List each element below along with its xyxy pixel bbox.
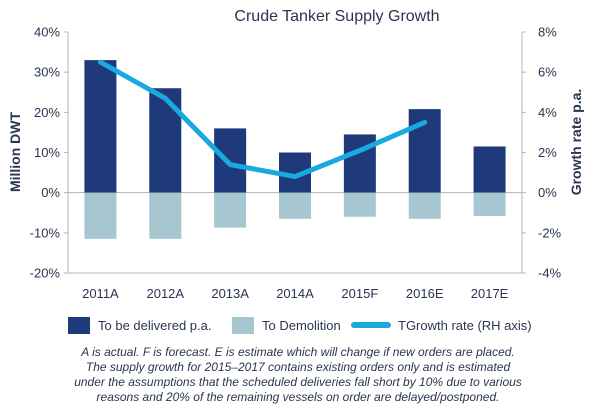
demolition-bar bbox=[149, 192, 182, 239]
demolition-bar bbox=[84, 192, 117, 239]
chart-title: Crude Tanker Supply Growth bbox=[234, 8, 439, 25]
demolition-bar bbox=[408, 192, 441, 219]
delivered-bar bbox=[84, 60, 117, 193]
right-tick-label: -4% bbox=[538, 266, 562, 281]
right-axis-ticks: 8% 6% 4% 2% 0% -2% -4% bbox=[522, 25, 562, 281]
footnote-line: A is actual. F is forecast. E is estimat… bbox=[81, 345, 515, 359]
footnote-line: under the assumptions that the scheduled… bbox=[74, 375, 522, 389]
left-tick-label: 0% bbox=[41, 185, 60, 200]
delivered-bar bbox=[149, 88, 182, 193]
demolition-bar bbox=[473, 192, 506, 216]
x-tick-label: 2015F bbox=[341, 286, 378, 301]
left-tick-label: 30% bbox=[34, 65, 60, 80]
left-tick-label: -10% bbox=[30, 225, 61, 240]
delivered-bar bbox=[473, 146, 506, 193]
legend-label-growth: TGrowth rate (RH axis) bbox=[398, 318, 532, 333]
legend-swatch-demolition bbox=[232, 317, 254, 334]
footnote-line: The supply growth for 2015–2017 contains… bbox=[85, 360, 511, 374]
left-tick-label: 10% bbox=[34, 145, 60, 160]
delivered-bar bbox=[214, 128, 247, 193]
legend: To be delivered p.a. To Demolition TGrowth… bbox=[68, 317, 532, 334]
x-axis-ticks: 2011A 2012A 2013A 2014A 2015F 2016E 2017E bbox=[82, 286, 509, 301]
right-tick-label: 8% bbox=[538, 25, 557, 40]
x-tick-label: 2016E bbox=[406, 286, 444, 301]
legend-label-delivered: To be delivered p.a. bbox=[98, 318, 211, 333]
legend-label-demolition: To Demolition bbox=[262, 318, 341, 333]
demolition-bar bbox=[214, 192, 247, 228]
x-tick-label: 2017E bbox=[471, 286, 509, 301]
growth-rate-line bbox=[97, 59, 428, 180]
left-tick-label: 20% bbox=[34, 105, 60, 120]
left-axis-title: Million DWT bbox=[7, 112, 23, 193]
right-tick-label: -2% bbox=[538, 225, 562, 240]
footnote: A is actual. F is forecast. E is estimat… bbox=[0, 345, 596, 405]
left-tick-label: 40% bbox=[34, 25, 60, 40]
bars bbox=[84, 60, 506, 239]
left-axis-ticks: 40% 30% 20% 10% 0% -10% -20% bbox=[30, 25, 68, 281]
right-tick-label: 0% bbox=[538, 185, 557, 200]
right-axis-title: Growth rate p.a. bbox=[568, 89, 584, 196]
demolition-bar bbox=[343, 192, 376, 217]
growth-line-layer bbox=[97, 59, 428, 180]
footnote-line: reasons and 20% of the remaining vessels… bbox=[96, 390, 500, 404]
x-tick-label: 2013A bbox=[211, 286, 249, 301]
left-tick-label: -20% bbox=[30, 266, 61, 281]
x-tick-label: 2014A bbox=[276, 286, 314, 301]
right-tick-label: 4% bbox=[538, 105, 557, 120]
x-tick-label: 2012A bbox=[146, 286, 184, 301]
right-tick-label: 6% bbox=[538, 65, 557, 80]
x-tick-label: 2011A bbox=[82, 286, 119, 301]
legend-swatch-delivered bbox=[68, 317, 90, 334]
demolition-bar bbox=[279, 192, 311, 219]
right-tick-label: 2% bbox=[538, 145, 557, 160]
chart: Crude Tanker Supply Growth 40% 30% 20% 10% 0… bbox=[7, 8, 584, 334]
